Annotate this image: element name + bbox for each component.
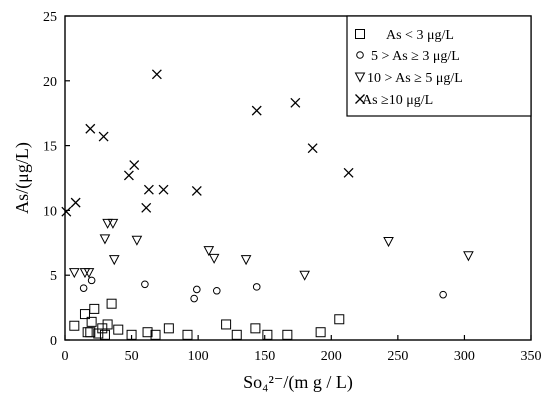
data-point <box>190 294 198 303</box>
data-point <box>212 286 221 295</box>
legend-marker <box>355 94 365 104</box>
legend-label: As ≥10 μg/L <box>362 93 433 108</box>
data-point <box>99 234 111 245</box>
data-point <box>299 270 310 281</box>
data-point <box>131 235 143 246</box>
legend-marker <box>354 72 366 83</box>
data-point <box>79 284 88 292</box>
data-point <box>463 251 474 262</box>
data-point <box>282 329 293 340</box>
data-point <box>203 246 215 257</box>
x-tick-label: 250 <box>387 349 408 364</box>
data-point <box>208 253 220 264</box>
data-point <box>221 319 232 330</box>
data-point <box>129 160 140 170</box>
series-2 <box>79 276 447 303</box>
data-point <box>343 167 354 178</box>
data-point <box>79 309 90 320</box>
y-tick-label: 5 <box>50 269 57 284</box>
axis-tick-labels: 0 50 100 150 200 250 300 350 0 5 10 15 20 25 <box>43 10 542 364</box>
y-axis-title: As/(μg/L) <box>12 142 33 214</box>
data-point <box>191 186 202 196</box>
data-point <box>439 290 447 299</box>
legend-box <box>346 15 532 117</box>
data-point <box>68 268 80 279</box>
y-tick-label: 15 <box>43 140 57 155</box>
data-points <box>61 69 474 340</box>
data-point <box>102 218 113 229</box>
data-point <box>85 327 96 338</box>
legend-label: As < 3 μg/L <box>386 28 454 43</box>
data-point <box>82 327 93 338</box>
data-point <box>315 327 326 338</box>
data-point <box>102 319 113 330</box>
data-point <box>61 206 72 217</box>
x-tick-label: 350 <box>521 349 542 364</box>
data-point <box>142 327 153 338</box>
data-point <box>240 255 252 266</box>
x-tick-label: 300 <box>454 349 475 364</box>
data-point <box>163 323 174 334</box>
legend-marker <box>355 29 365 39</box>
y-tick-label: 25 <box>43 10 57 25</box>
plot-frame <box>64 15 532 341</box>
data-point <box>151 69 162 80</box>
data-point <box>86 316 97 327</box>
data-point <box>87 276 96 285</box>
data-point <box>98 131 109 142</box>
x-tick-label: 200 <box>321 349 342 364</box>
x-axis-title: So₄²⁻/(m g / L) <box>243 372 353 393</box>
data-point <box>158 184 169 195</box>
data-point <box>83 268 95 279</box>
legend: As < 3 μg/L 5 > As ≥ 3 μg/L 10 > As ≥ 5 μg… <box>346 15 532 117</box>
data-point <box>69 320 80 331</box>
y-tick-label: 20 <box>43 75 57 90</box>
x-tick-label: 0 <box>62 349 69 364</box>
y-tick-label: 0 <box>50 334 57 349</box>
data-point <box>108 255 120 266</box>
series-4 <box>61 69 354 217</box>
data-point <box>143 184 154 195</box>
x-tick-label: 150 <box>254 349 275 364</box>
data-point <box>307 143 318 154</box>
data-point <box>251 105 262 116</box>
data-point <box>89 303 100 314</box>
data-point <box>123 170 134 181</box>
data-point <box>107 218 119 229</box>
data-point <box>113 324 124 335</box>
data-point <box>70 197 81 208</box>
data-point <box>290 97 301 108</box>
data-point <box>106 298 117 309</box>
data-point <box>262 329 273 340</box>
data-point <box>150 329 161 340</box>
data-point <box>250 323 261 334</box>
data-point <box>383 237 394 248</box>
data-point <box>99 329 110 340</box>
x-tick-label: 50 <box>125 349 139 364</box>
legend-label: 5 > As ≥ 3 μg/L <box>371 49 460 64</box>
legend-marker <box>356 51 364 59</box>
data-point <box>231 329 242 340</box>
data-point <box>97 323 108 334</box>
data-point <box>193 285 201 294</box>
data-point <box>141 202 152 213</box>
data-point <box>126 329 137 340</box>
legend-label: 10 > As ≥ 5 μg/L <box>367 71 463 86</box>
data-point <box>182 329 193 340</box>
series-3 <box>68 218 474 281</box>
data-point <box>85 123 96 134</box>
data-point <box>93 328 104 339</box>
data-point <box>252 283 261 291</box>
data-point <box>141 280 149 289</box>
data-point <box>334 314 345 325</box>
y-tick-label: 10 <box>43 204 57 219</box>
x-tick-label: 100 <box>188 349 209 364</box>
series-1 <box>69 298 345 340</box>
